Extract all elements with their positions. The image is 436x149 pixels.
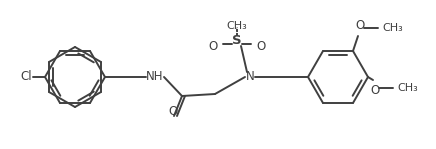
Text: CH₃: CH₃ [227,21,247,31]
Text: CH₃: CH₃ [382,23,403,33]
Text: S: S [233,23,241,36]
Text: O: O [209,39,218,52]
Text: O: O [256,39,265,52]
Text: Cl: Cl [20,70,32,83]
Text: S: S [232,35,242,48]
Text: O: O [168,105,177,118]
Text: O: O [355,19,364,32]
Text: O: O [370,84,380,97]
Text: N: N [245,70,254,83]
Text: NH: NH [146,70,164,83]
Text: CH₃: CH₃ [397,83,418,93]
